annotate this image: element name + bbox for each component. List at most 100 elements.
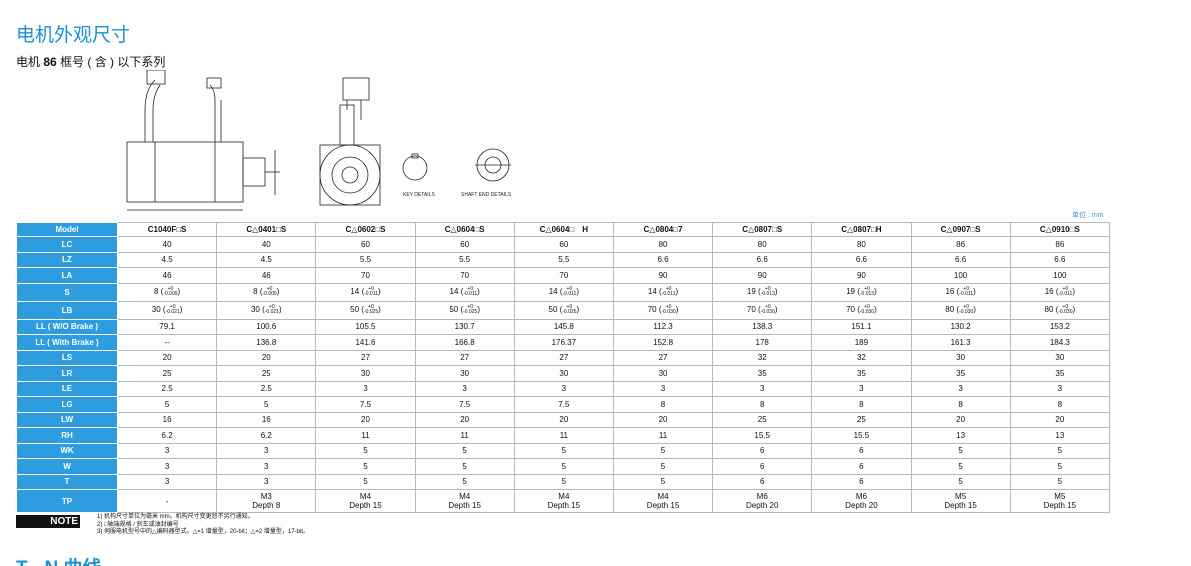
column-header: C△0907□S (910, 222, 1011, 237)
close: ) (675, 287, 679, 297)
cell: 6.6 (612, 251, 714, 268)
cell: 7.5 (315, 396, 416, 413)
cell: 5.5 (315, 251, 416, 268)
lower-tolerance: -0.025 (363, 309, 379, 315)
cell: 30 (612, 365, 714, 382)
tolerance: +0 -0.025 (364, 305, 378, 315)
cell: 5 (513, 473, 614, 490)
tolerance: +0 -0.011 (959, 287, 973, 297)
cell: 19 (+0 -0.013) (811, 282, 912, 302)
drawing: KEY DETAILS SHAFT END DETAILS (126, 70, 512, 211)
dimension-table: Model C1040F□S C△0401□S C△0602□S C△0604□S C△0… (16, 222, 1111, 513)
close: ) (576, 305, 580, 315)
cell: 27 (612, 349, 714, 366)
cell: 2.5 (116, 380, 218, 397)
cell: 189 (811, 334, 912, 351)
close: ) (477, 287, 480, 297)
cell: 46 (116, 267, 218, 284)
close: ) (477, 305, 480, 315)
unit: 单位 : mm (1072, 212, 1104, 219)
cell: 70 (+0 -0.030) (712, 300, 813, 320)
table-row: LE 2.5 2.5 3 3 3 3 3 3 3 3 (16, 380, 1111, 397)
lower-tolerance: -0.011 (364, 291, 378, 297)
cell: 14 (+0 -0.011) (315, 282, 416, 302)
key-details-label: KEY DETAILS (403, 192, 435, 198)
cell: 25 (116, 365, 218, 382)
cell: 27 (315, 349, 416, 366)
cell: 3 (216, 442, 317, 459)
cell: 3 (612, 380, 714, 397)
cell: 5 (1009, 458, 1111, 475)
cell-line: M4 (359, 492, 372, 501)
cell: 105.5 (315, 318, 416, 335)
cell: 5 (414, 458, 515, 475)
cell: 130.7 (414, 318, 515, 335)
lower-tolerance: -0.011 (1058, 291, 1073, 297)
tolerance: +0 -0.030 (761, 305, 775, 315)
row-label: LW (16, 411, 118, 428)
row-label: LL ( With Brake ) (16, 334, 118, 351)
cell-line: M4 (558, 492, 570, 501)
cell-line: Depth 15 (1043, 501, 1077, 510)
upper-tolerance: +0 (467, 286, 474, 292)
cell: 5 (315, 473, 416, 490)
tolerance: +0 -0.011 (1059, 287, 1073, 297)
cell: 25 (216, 365, 317, 382)
cell: 6.2 (116, 427, 218, 444)
tolerance: +0 -0.009 (263, 287, 277, 297)
table-row: LR 25 25 30 30 30 30 35 35 35 35 (16, 365, 1111, 382)
tolerance: +0 -0.025 (562, 305, 576, 315)
nominal: 70 ( (647, 305, 662, 315)
cell: 11 (315, 427, 416, 444)
cell: 19 (+0 -0.013) (712, 282, 813, 302)
cell: 5 (414, 442, 515, 459)
cell: 5 (1009, 473, 1111, 490)
close: ) (276, 287, 280, 297)
cell: 16 (+0 -0.011) (910, 282, 1011, 302)
tolerance: +0 -0.021 (166, 305, 180, 315)
lower-tolerance: -0.025 (562, 309, 577, 315)
upper-tolerance: +0 (268, 304, 275, 310)
cell: 70 (315, 267, 416, 284)
cell: M5 Depth 15 (910, 489, 1011, 513)
table-row: TP - M3 Depth 8 M4 Depth 15 M4 Depth 15 M4 Depth … (16, 489, 1111, 513)
cell: 80 (811, 236, 912, 253)
cell: 79.1 (116, 318, 218, 335)
cell: 3 (116, 458, 218, 475)
cell: 30 (414, 365, 515, 382)
cell: M4 Depth 15 (315, 489, 416, 513)
nominal: 50 ( (350, 305, 364, 315)
cell: 5 (513, 458, 614, 475)
table-row: LG 5 5 7.5 7.5 7.5 8 8 8 8 8 (16, 396, 1111, 413)
cell-line: Depth 8 (252, 501, 281, 510)
cell: 3 (315, 380, 416, 397)
row-label: LB (16, 300, 118, 320)
column-header: C△0604□S (414, 222, 515, 237)
motor-body (126, 141, 244, 203)
cell-line: Depth 15 (349, 501, 382, 510)
close: ) (377, 287, 381, 297)
lower-tolerance: -0.011 (661, 291, 676, 297)
upper-tolerance: +0 (467, 304, 474, 310)
cell: 5 (910, 473, 1011, 490)
cell: 5.5 (414, 251, 515, 268)
tolerance: +0 -0.030 (662, 305, 676, 315)
cell: -- (116, 334, 218, 351)
next-section-title: T - N 曲线 (16, 553, 102, 566)
upper-tolerance: +0 (167, 286, 174, 292)
cell: 3 (216, 473, 317, 490)
close: ) (973, 287, 976, 297)
cell: 80 (+0 -0.030) (1009, 300, 1111, 320)
note-item: 1) 机构尺寸单位为毫米 mm。机构尺寸变更恕不另行通知。 (97, 514, 254, 520)
cell-line: M6 (855, 492, 867, 501)
upper-tolerance: +0 (665, 304, 672, 310)
cell: 15.5 (811, 427, 912, 444)
lower-tolerance: -0.009 (262, 291, 277, 297)
cell: 5 (910, 442, 1011, 459)
cell: 86 (1009, 236, 1111, 253)
cell: 5 (1009, 442, 1111, 459)
tolerance: +0 -0.011 (662, 287, 676, 297)
tolerance: +0 -0.025 (463, 305, 477, 315)
row-label: LR (16, 365, 118, 382)
